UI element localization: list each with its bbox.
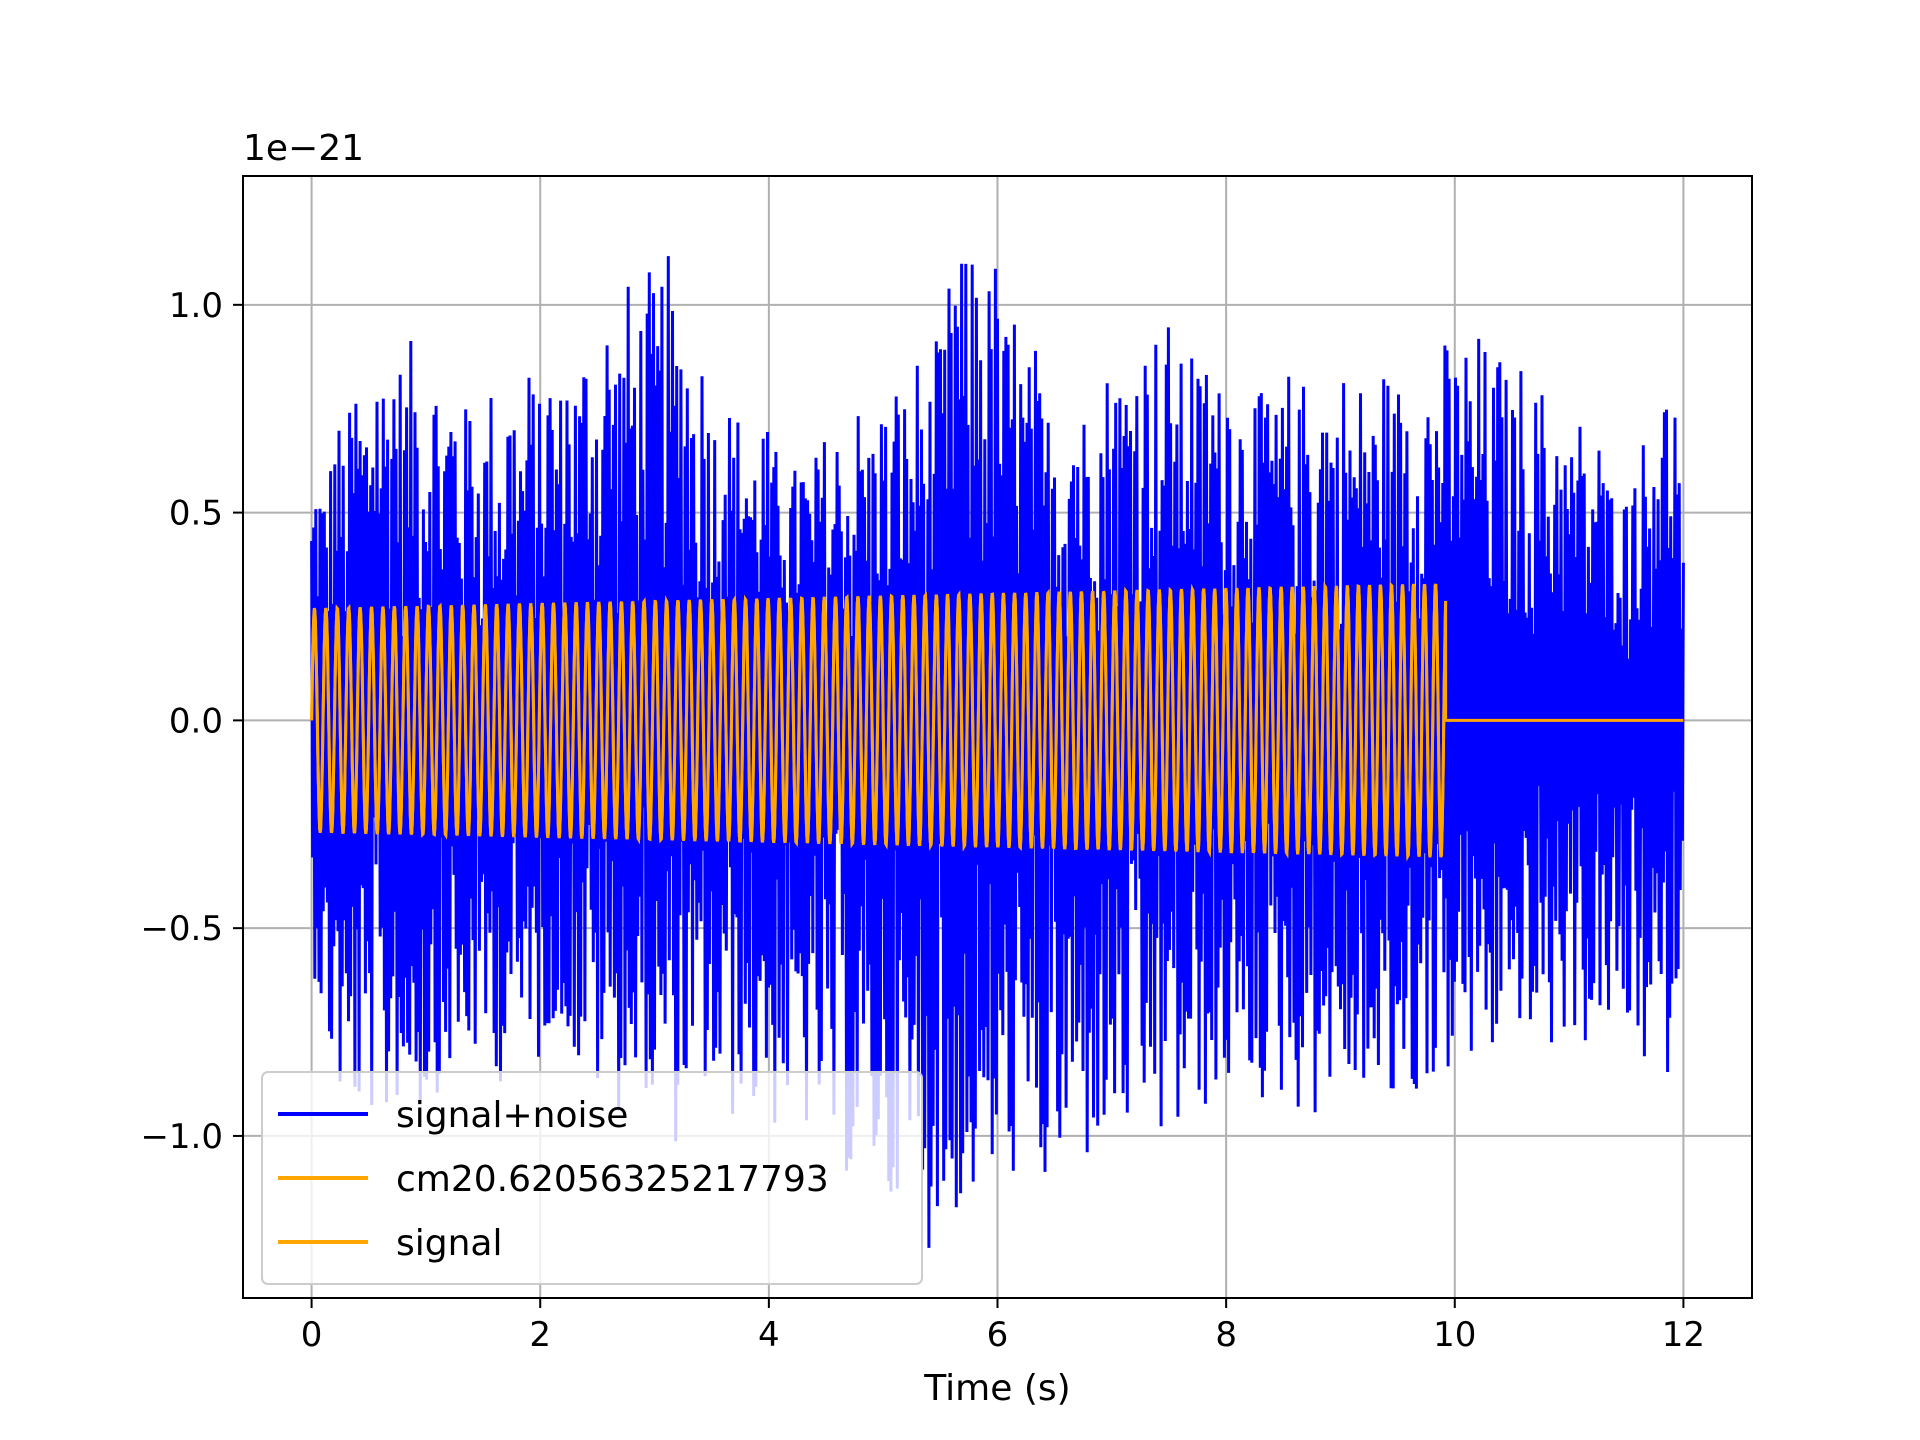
y-tick-label: 0.0 <box>169 701 223 741</box>
x-tick-label: 4 <box>758 1315 780 1355</box>
x-tick-label: 8 <box>1215 1315 1237 1355</box>
plot-series <box>310 256 1685 1248</box>
legend-label: signal+noise <box>396 1095 628 1136</box>
x-axis-label: Time (s) <box>923 1368 1070 1409</box>
legend-label: signal <box>396 1223 503 1264</box>
axis-ticks: 0 2 4 6 8 10 12 −1.0 −0.5 0.0 0.5 1.0 <box>140 286 1705 1355</box>
x-tick-label: 0 <box>301 1315 323 1355</box>
legend-box <box>261 1071 923 1285</box>
series-line-signal <box>310 581 1684 862</box>
x-tick-label: 6 <box>987 1315 1009 1355</box>
x-tick-label: 12 <box>1662 1315 1705 1355</box>
legend: signal+noise cm20.62056325217793 signal <box>261 1071 923 1285</box>
y-tick-label: −1.0 <box>140 1117 223 1157</box>
y-tick-label: 1.0 <box>169 286 223 326</box>
x-tick-label: 10 <box>1433 1315 1476 1355</box>
y-tick-label: −0.5 <box>140 909 223 949</box>
x-tick-label: 2 <box>529 1315 551 1355</box>
y-offset-text: 1e−21 <box>243 128 364 169</box>
y-tick-label: 0.5 <box>169 494 223 534</box>
legend-label: cm20.62056325217793 <box>396 1159 829 1200</box>
